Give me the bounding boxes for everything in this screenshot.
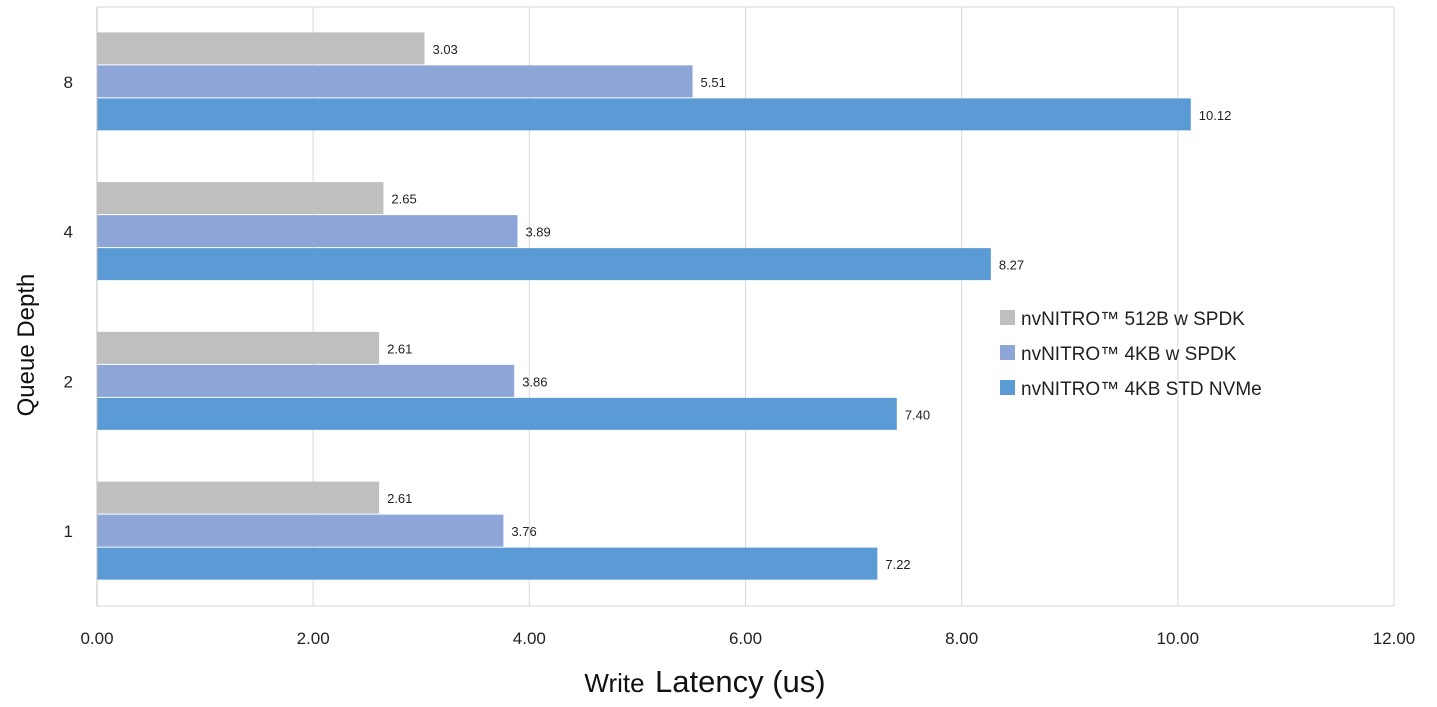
data-label: 10.12 (1199, 108, 1232, 123)
x-tick-label: 8.00 (945, 629, 978, 648)
y-tick-label: 4 (64, 223, 73, 242)
bar (97, 98, 1191, 131)
data-label: 3.76 (511, 524, 536, 539)
bar (97, 514, 504, 547)
y-tick-label: 1 (64, 522, 73, 541)
x-tick-label: 12.00 (1373, 629, 1416, 648)
x-axis-title-main: Latency (us) (655, 664, 826, 699)
bar (97, 65, 693, 98)
y-tick-label: 8 (64, 73, 73, 92)
x-axis-title: Write Latency (us) (584, 664, 825, 699)
bar (97, 32, 425, 65)
data-label: 7.22 (885, 557, 910, 572)
x-tick-label: 10.00 (1157, 629, 1200, 648)
bar (97, 364, 515, 397)
x-axis-title-prefix: Write (584, 668, 644, 698)
legend: nvNITRO™ 512B w SPDK nvNITRO™ 4KB w SPDK n… (1000, 309, 1262, 400)
x-tick-label: 4.00 (513, 629, 546, 648)
x-tick-label: 0.00 (80, 629, 113, 648)
data-label: 2.61 (387, 491, 412, 506)
data-label: 3.86 (522, 374, 547, 389)
bar (97, 248, 991, 281)
data-label: 8.27 (999, 258, 1024, 273)
bar (97, 331, 380, 364)
bar (97, 547, 878, 580)
bar (97, 215, 518, 248)
y-axis-title: Queue Depth (13, 274, 40, 417)
data-label: 2.65 (391, 192, 416, 207)
y-tick-label: 2 (64, 372, 73, 391)
bar (97, 481, 380, 514)
legend-swatch (1000, 380, 1015, 395)
x-tick-label: 6.00 (729, 629, 762, 648)
data-label: 2.61 (387, 341, 412, 356)
x-tick-label: 2.00 (297, 629, 330, 648)
data-labels: 2.61 3.76 7.22 2.61 3.86 7.40 2.65 3.89 8.27 3.03… (387, 42, 1231, 572)
data-label: 3.89 (525, 225, 550, 240)
data-label: 5.51 (701, 75, 726, 90)
legend-label: nvNITRO™ 512B w SPDK (1021, 309, 1245, 330)
bar (97, 397, 897, 430)
data-label: 7.40 (905, 407, 930, 422)
legend-swatch (1000, 310, 1015, 325)
legend-label: nvNITRO™ 4KB w SPDK (1021, 344, 1237, 365)
legend-label: nvNITRO™ 4KB STD NVMe (1021, 379, 1262, 400)
bar (97, 182, 384, 215)
bars (97, 32, 1191, 580)
legend-swatch (1000, 345, 1015, 360)
axes: 0.00 2.00 4.00 6.00 8.00 10.00 12.00 1 2 4 8 (64, 7, 1416, 648)
data-label: 3.03 (432, 42, 457, 57)
